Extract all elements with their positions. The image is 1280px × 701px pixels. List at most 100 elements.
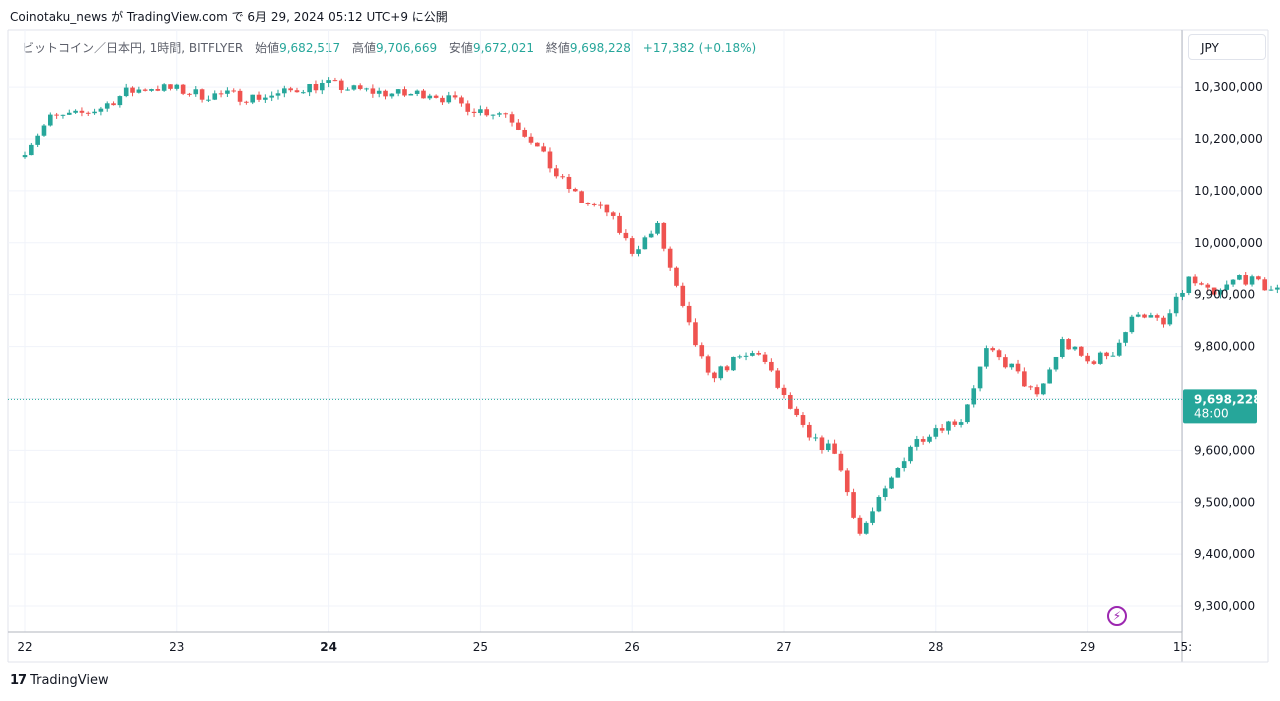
y-tick-label: 10,200,000 [1194, 132, 1263, 146]
candle-body [838, 453, 844, 471]
candle-body [111, 103, 116, 106]
candle-body [882, 488, 888, 497]
candle-body [180, 84, 186, 94]
candle-body [408, 93, 414, 96]
high-label: 高値 [352, 41, 377, 55]
candle-body [762, 354, 768, 362]
candle-body [610, 212, 616, 216]
candle-body [376, 90, 382, 94]
candle-body [244, 101, 249, 103]
candle-body [193, 89, 199, 95]
candle-body [781, 387, 787, 395]
candle-body [1249, 276, 1255, 285]
candle-body [187, 93, 192, 95]
candle-body [161, 84, 167, 91]
candle-body [984, 348, 989, 367]
candle-body [939, 428, 945, 431]
x-tick-label: 26 [625, 640, 640, 654]
candle-body [901, 461, 907, 469]
candle-body [1123, 332, 1128, 343]
close-value: 9,698,228 [569, 41, 631, 55]
candle-body [636, 249, 641, 254]
candle-body [301, 92, 306, 94]
candle-body [1078, 346, 1084, 356]
candle-body [465, 103, 471, 112]
candle-body [541, 146, 546, 152]
candle-body [326, 80, 331, 83]
candle-body [1022, 371, 1027, 387]
candle-body [794, 408, 799, 416]
candle-body [149, 88, 154, 91]
candle-body [212, 93, 218, 100]
tradingview-logo-icon: 17 [10, 673, 27, 688]
candle-body [345, 89, 350, 91]
candle-countdown: 48:00 [1194, 406, 1229, 420]
candle-body [750, 353, 755, 356]
candle-body [421, 90, 426, 99]
candle-body [528, 136, 534, 143]
x-tick-label: 24 [320, 640, 337, 654]
candle-body [440, 97, 445, 103]
candle-body [661, 222, 667, 249]
candle-body [29, 144, 34, 156]
candle-body [629, 238, 635, 254]
candle-body [990, 348, 996, 351]
low-value: 9,672,021 [472, 41, 535, 55]
candle-body [1199, 283, 1204, 285]
candle-body [168, 84, 173, 89]
candle-body [756, 353, 761, 355]
candle-body [775, 370, 780, 388]
candle-body [1186, 276, 1192, 293]
currency-selector-button[interactable]: JPY [1188, 34, 1266, 60]
candle-body [1142, 314, 1147, 318]
brand-name: TradingView [30, 673, 109, 688]
y-tick-label: 10,100,000 [1194, 184, 1263, 198]
last-price-tag: 9,698,228 48:00 [1183, 389, 1262, 424]
tradingview-logo[interactable]: 17 TradingView [10, 673, 109, 688]
candle-body [870, 511, 875, 523]
candle-body [1237, 275, 1242, 280]
candle-body [294, 90, 300, 93]
candle-body [699, 345, 705, 357]
high-value: 9,706,669 [376, 41, 438, 55]
candle-body [914, 439, 920, 447]
candle-body [731, 356, 736, 371]
candle-body [497, 113, 502, 115]
candle-body [1205, 284, 1211, 288]
candle-body [724, 366, 730, 371]
x-tick-label: 29 [1080, 640, 1095, 654]
candle-body [395, 89, 401, 94]
candle-body [313, 83, 319, 91]
candle-body [1066, 339, 1071, 350]
chart-caption: Coinotaku_news が TradingView.com で 6月 29… [10, 10, 448, 24]
candle-body [1085, 355, 1090, 362]
candle-body [48, 114, 53, 126]
candle-body [263, 97, 268, 100]
candle-body [1218, 289, 1223, 295]
candle-body [560, 176, 565, 178]
candle-body [237, 90, 243, 102]
x-tick-label: 25 [473, 640, 488, 654]
candle-body [1161, 317, 1166, 325]
candle-body [1167, 313, 1173, 325]
candle-body [282, 88, 287, 94]
lightning-bolt-icon[interactable]: ⚡ [1107, 606, 1127, 626]
candle-body [908, 446, 913, 462]
candle-body [927, 436, 932, 442]
last-price-tag-background [1183, 389, 1257, 424]
candle-body [889, 477, 894, 489]
candle-body [819, 437, 825, 451]
candle-body [484, 109, 490, 116]
candle-body [788, 394, 793, 409]
candle-body [1015, 363, 1021, 372]
candle-body [288, 88, 293, 91]
candle-body [648, 233, 654, 238]
symbol-label[interactable]: ビットコイン／日本円, 1時間, BITFLYER [22, 41, 244, 55]
candle-body [92, 111, 97, 114]
change-value: +17,382 (+0.18%) [642, 41, 757, 55]
candle-body [737, 356, 743, 358]
candle-body [554, 168, 559, 177]
candle-body [1041, 383, 1046, 395]
candle-body [98, 108, 104, 112]
